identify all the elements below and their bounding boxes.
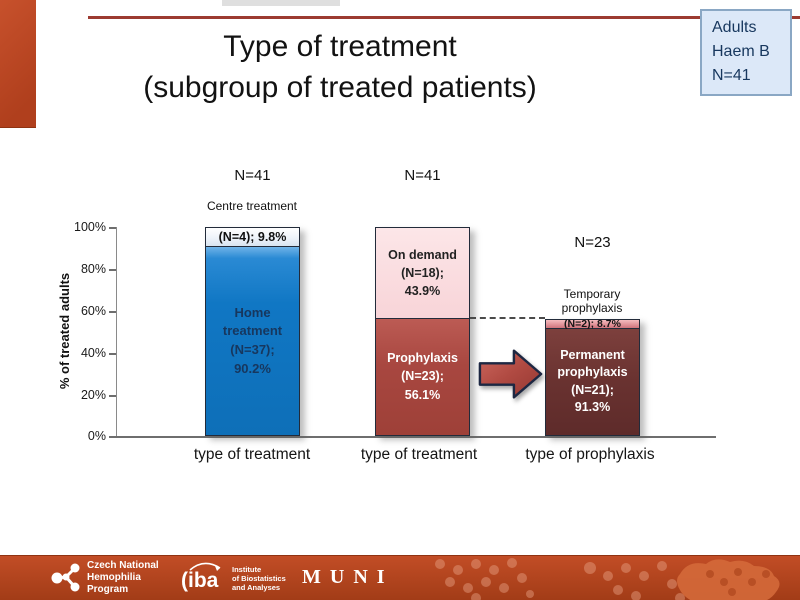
y-tickmark xyxy=(109,353,116,355)
cnhp-line-1: Czech National xyxy=(87,560,159,571)
y-tickmark xyxy=(109,436,116,438)
page-title: Type of treatment (subgroup of treated p… xyxy=(30,26,650,109)
title-rule xyxy=(88,16,800,19)
bar-type-of-prophylaxis: (N=2); 8.7% Permanent prophylaxis (N=21)… xyxy=(545,319,640,436)
badge-line-n: N=41 xyxy=(712,67,751,84)
badge-line-haem: Haem B xyxy=(712,43,770,60)
molecule-icon xyxy=(51,563,80,592)
segment-prophylaxis-label: Prophylaxis (N=23); 56.1% xyxy=(387,350,458,403)
muni-logo: MUNI xyxy=(302,566,394,588)
molecule-dots-pattern xyxy=(435,558,780,600)
cnhp-text: Czech National Hemophilia Program xyxy=(87,560,159,595)
group2-n-label: N=41 xyxy=(404,167,441,184)
group3-n-label: N=23 xyxy=(574,234,611,251)
title-line-2: (subgroup of treated patients) xyxy=(143,71,537,105)
segment-home-treatment: Home treatment (N=37); 90.2% xyxy=(205,247,300,436)
iba-line-3: and Analyses xyxy=(232,582,281,592)
segment-on-demand-label: On demand (N=18); 43.9% xyxy=(388,247,457,298)
x-label-group2: type of treatment xyxy=(360,446,478,463)
segment-temporary-prophylaxis: (N=2); 8.7% xyxy=(545,319,640,329)
bar-type-of-treatment-1: (N=4); 9.8% Home treatment (N=37); 90.2% xyxy=(205,227,300,436)
segment-centre-treatment-label: (N=4); 9.8% xyxy=(218,230,287,245)
svg-text:(iba: (iba xyxy=(181,569,219,592)
y-tickmark xyxy=(109,269,116,271)
population-badge: Adults Haem B N=41 xyxy=(700,9,792,96)
right-arrow-icon xyxy=(477,346,545,402)
segment-on-demand: On demand (N=18); 43.9% xyxy=(375,227,470,319)
y-tickmark xyxy=(109,227,116,229)
bar-type-of-treatment-2: On demand (N=18); 43.9% Prophylaxis (N=2… xyxy=(375,227,470,436)
corner-accent-block xyxy=(0,0,36,128)
czech-map-shape xyxy=(677,559,780,600)
y-tick-40: 40% xyxy=(80,346,106,360)
cnhp-line-2: Hemophilia xyxy=(87,571,141,583)
iba-line-2: of Biostatistics xyxy=(232,573,286,583)
y-tick-100: 100% xyxy=(74,220,106,234)
x-label-group1: type of treatment xyxy=(193,446,311,463)
segment-centre-treatment: (N=4); 9.8% xyxy=(205,227,300,248)
segment-permanent-prophylaxis: Permanent prophylaxis (N=21); 91.3% xyxy=(545,328,640,436)
y-tickmark xyxy=(109,311,116,313)
temporary-prophylaxis-outside-label: Temporary prophylaxis xyxy=(561,287,623,315)
title-line-1: Type of treatment xyxy=(223,30,457,63)
y-axis-line xyxy=(116,227,117,437)
segment-permanent-prophylaxis-label: Permanent prophylaxis (N=21); 91.3% xyxy=(557,347,628,415)
cnhp-logo: Czech National Hemophilia Program xyxy=(50,560,159,595)
badge-line-adults: Adults xyxy=(712,19,757,36)
cnhp-line-3: Program xyxy=(87,583,129,595)
iba-line-1: Institute xyxy=(232,564,262,574)
x-axis-line xyxy=(116,436,716,438)
screen-artifact xyxy=(222,0,340,6)
iba-text: Institute of Biostatistics and Analyses xyxy=(232,565,286,592)
segment-temporary-prophylaxis-label: (N=2); 8.7% xyxy=(564,317,621,330)
x-label-group3: type of prophylaxis xyxy=(525,446,655,463)
iba-mark-icon: (iba xyxy=(181,562,221,592)
footer-band: Czech National Hemophilia Program (iba I… xyxy=(0,555,800,600)
group1-n-label: N=41 xyxy=(234,167,271,184)
dashed-link-line xyxy=(470,317,545,319)
y-tick-80: 80% xyxy=(80,262,106,276)
right-arrow-svg xyxy=(478,349,543,399)
y-tickmark xyxy=(109,395,116,397)
plot-area: (N=4); 9.8% Home treatment (N=37); 90.2%… xyxy=(116,227,716,436)
y-tick-20: 20% xyxy=(80,388,106,402)
centre-treatment-outside-label: Centre treatment xyxy=(206,199,298,213)
iba-logo: (iba Institute of Biostatistics and Anal… xyxy=(180,562,286,594)
y-tick-0: 0% xyxy=(87,429,106,443)
segment-home-treatment-label: Home treatment (N=37); 90.2% xyxy=(222,304,283,377)
y-tick-60: 60% xyxy=(80,304,106,318)
segment-prophylaxis: Prophylaxis (N=23); 56.1% xyxy=(375,318,470,436)
